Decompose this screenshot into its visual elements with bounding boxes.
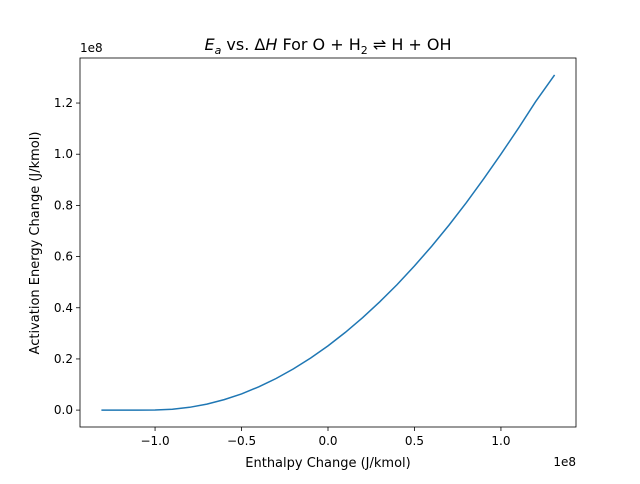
y-tick-label: 0.8: [54, 198, 73, 212]
x-tick-label: 0.0: [318, 434, 337, 448]
series-line: [101, 74, 556, 411]
y-tick-label: 0.0: [54, 403, 73, 417]
x-tick-label: −0.5: [227, 434, 256, 448]
x-tick-label: −1.0: [140, 434, 169, 448]
plot-frame: [79, 57, 577, 428]
chart-title: Ea vs. ΔH For O + H2 ⇌ H + OH: [204, 35, 451, 57]
y-tick-label: 0.4: [54, 301, 73, 315]
x-tick-label: 1.0: [491, 434, 510, 448]
y-tick-label: 0.6: [54, 250, 73, 264]
y-tick-label: 0.2: [54, 352, 73, 366]
x-tick-label: 0.5: [405, 434, 424, 448]
y-offset-label: 1e8: [80, 41, 103, 55]
y-axis-label: Activation Energy Change (J/kmol): [28, 132, 43, 355]
y-tick-label: 1.0: [54, 147, 73, 161]
x-offset-label: 1e8: [553, 455, 576, 469]
y-tick-label: 1.2: [54, 96, 73, 110]
x-axis-label: Enthalpy Change (J/kmol): [245, 456, 410, 471]
